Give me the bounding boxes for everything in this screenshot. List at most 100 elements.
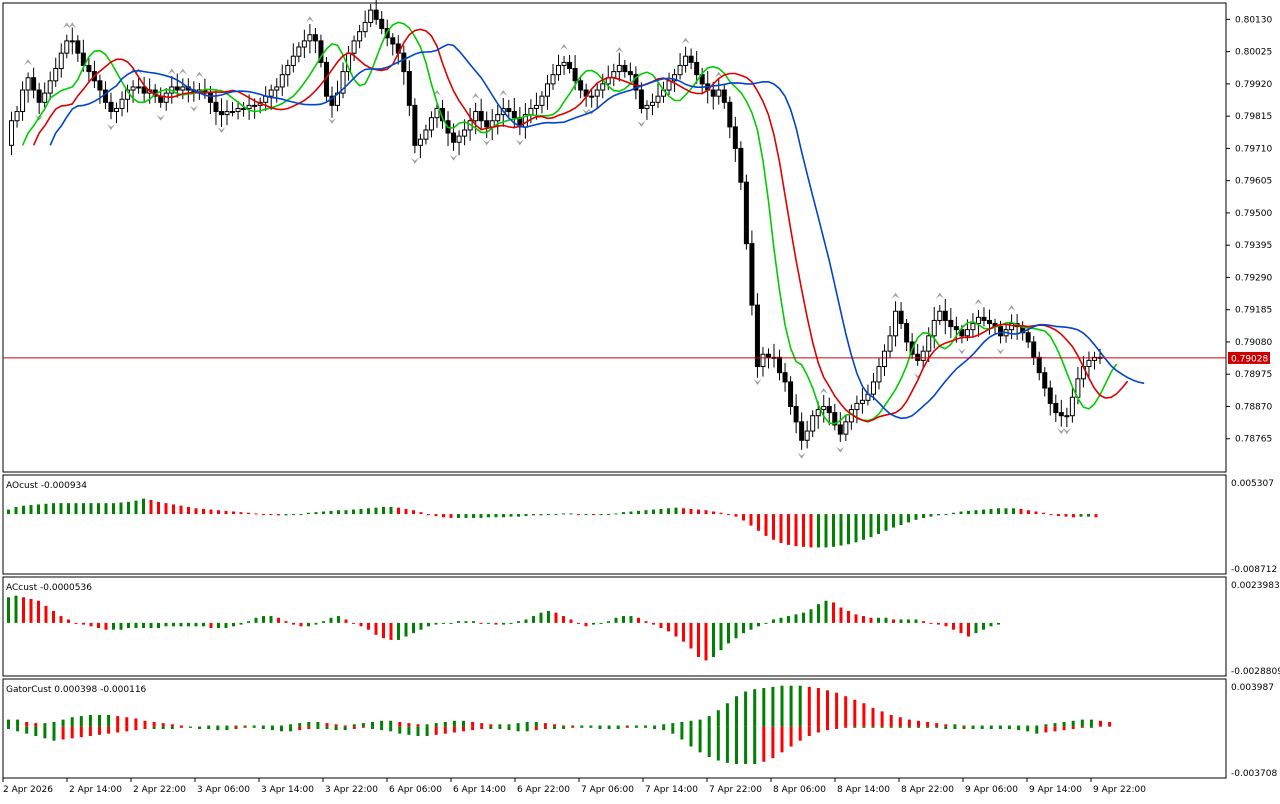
- gator-upper-bar: [352, 724, 356, 727]
- gator-lower-bar: [926, 726, 930, 728]
- histogram-bar: [854, 614, 858, 623]
- gator-upper-bar: [16, 719, 20, 727]
- y-tick-label: 0.79185: [1235, 306, 1272, 316]
- candle-body: [285, 64, 291, 76]
- gator-panel[interactable]: [7, 685, 1112, 765]
- gator-upper-bar: [334, 724, 338, 727]
- candle-body: [268, 89, 274, 97]
- histogram-bar: [734, 514, 738, 517]
- gator-upper-bar: [753, 689, 757, 727]
- gator-lower-bar: [644, 726, 647, 728]
- candle-body: [732, 126, 738, 149]
- gator-lower-bar: [170, 726, 174, 729]
- gator-upper-bar: [1017, 725, 1021, 727]
- gator-upper-bar: [798, 685, 802, 727]
- histogram-bar: [577, 514, 580, 516]
- histogram-bar: [127, 501, 130, 515]
- gator-upper-bar: [252, 725, 256, 727]
- histogram-bar: [134, 622, 138, 629]
- gator-lower-bar: [607, 726, 611, 729]
- gator-lower-bar: [653, 726, 657, 729]
- gator-lower-bar: [680, 726, 684, 740]
- gator-upper-bar: [534, 721, 538, 727]
- candle-body: [20, 89, 26, 113]
- gator-upper-bar: [935, 723, 939, 727]
- histogram-bar: [457, 514, 460, 518]
- histogram-bar: [367, 508, 370, 515]
- histogram-bar: [644, 621, 648, 623]
- gator-upper-bar: [589, 725, 593, 727]
- gator-lower-bar: [179, 726, 183, 728]
- histogram-bar: [674, 507, 678, 515]
- candle-body: [218, 111, 224, 116]
- histogram-bar: [599, 514, 603, 516]
- histogram-bar: [284, 621, 288, 623]
- histogram-bar: [727, 514, 730, 516]
- gator-lower-bar: [416, 726, 420, 736]
- histogram-bar: [817, 604, 820, 623]
- gator-upper-bar: [944, 724, 948, 727]
- gator-upper-bar: [152, 721, 156, 727]
- histogram-bar: [89, 503, 93, 515]
- histogram-bar: [517, 621, 520, 623]
- histogram-bar: [104, 622, 108, 630]
- histogram-bar: [37, 600, 40, 623]
- gator-upper-bar: [425, 724, 429, 727]
- price-panel[interactable]: 0.79028: [3, 0, 1270, 459]
- gator-upper-bar: [61, 719, 65, 727]
- histogram-bar: [187, 507, 190, 515]
- histogram-bar: [869, 514, 873, 538]
- gator-lower-bar: [562, 726, 566, 729]
- gator-upper-bar: [116, 716, 120, 727]
- fractal-up-icon: [178, 68, 187, 75]
- gator-lower-bar: [352, 726, 356, 729]
- histogram-bar: [172, 622, 175, 627]
- gator-upper-bar: [434, 723, 438, 727]
- gator-lower-bar: [871, 726, 875, 728]
- histogram-bar: [1027, 510, 1030, 515]
- gator-lower-bar: [771, 726, 775, 759]
- gator-upper-bar: [70, 717, 74, 727]
- gator-upper-bar: [716, 710, 720, 727]
- gator-upper-bar: [725, 703, 729, 727]
- gator-upper-bar: [898, 717, 902, 727]
- candle-body: [241, 107, 247, 110]
- histogram-bar: [44, 503, 48, 515]
- histogram-bar: [584, 514, 588, 516]
- ac-panel[interactable]: [7, 595, 1000, 661]
- candle-body: [1009, 323, 1015, 331]
- histogram-bar: [974, 510, 978, 515]
- candle-body: [141, 86, 147, 94]
- candle-body: [649, 101, 655, 106]
- histogram-bar: [959, 622, 963, 634]
- fractal-up-icon: [935, 292, 944, 299]
- gator-upper-bar: [34, 723, 38, 727]
- histogram-bar: [779, 617, 783, 623]
- fractal-down-icon: [753, 378, 762, 385]
- histogram-bar: [862, 616, 865, 623]
- gator-lower-bar: [289, 726, 293, 732]
- gator-lower-bar: [452, 726, 456, 733]
- candle-body: [915, 353, 921, 361]
- ao-panel[interactable]: [7, 498, 1098, 548]
- fractal-up-icon: [819, 388, 828, 395]
- candle-body: [672, 74, 678, 82]
- gator-lower-bar: [161, 726, 165, 729]
- gator-upper-bar: [398, 721, 402, 727]
- gator-upper-bar: [516, 723, 520, 727]
- fractal-down-icon: [1062, 428, 1071, 435]
- histogram-bar: [337, 616, 340, 623]
- histogram-bar: [134, 500, 138, 515]
- histogram-bar: [569, 513, 573, 515]
- candle-body: [340, 71, 346, 94]
- histogram-bar: [622, 616, 625, 623]
- histogram-bar: [532, 616, 535, 623]
- candle-body: [782, 372, 788, 383]
- histogram-bar: [907, 514, 910, 523]
- fractal-down-icon: [156, 114, 165, 121]
- histogram-bar: [307, 512, 310, 515]
- fractal-up-icon: [714, 71, 723, 78]
- candle-body: [174, 86, 180, 91]
